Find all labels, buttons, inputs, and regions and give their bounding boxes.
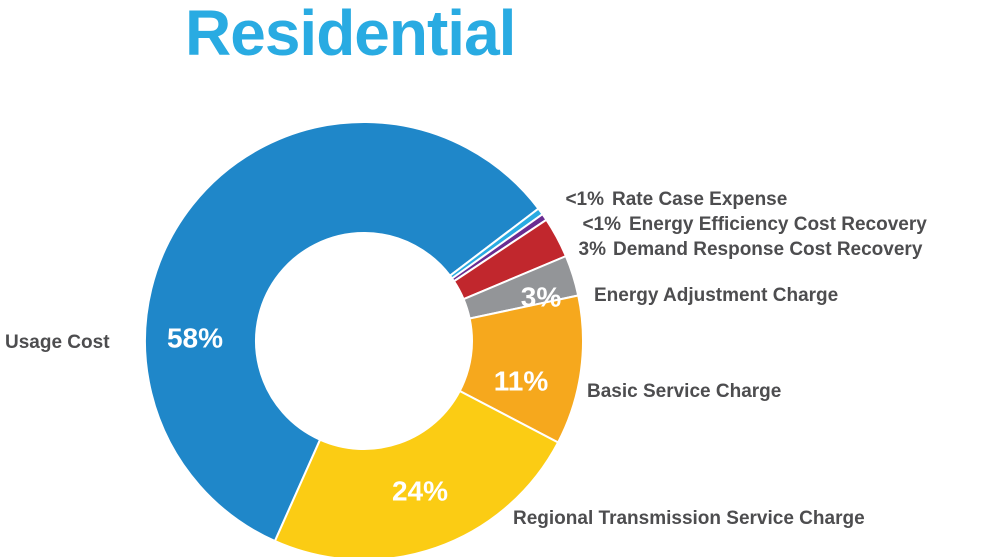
value-label: <1% xyxy=(565,189,604,210)
value-label: 58% xyxy=(167,322,223,353)
value-label: 3% xyxy=(521,281,562,312)
slice-name: Energy Efficiency Cost Recovery xyxy=(629,214,927,235)
slice-name: Energy Adjustment Charge xyxy=(594,285,838,306)
slice-name: Basic Service Charge xyxy=(587,381,781,402)
value-label: 11% xyxy=(494,365,549,396)
slice-name: Usage Cost xyxy=(5,332,110,353)
value-label: 24% xyxy=(392,475,448,506)
donut-slice xyxy=(144,121,540,543)
chart-title: Residential xyxy=(185,0,515,69)
slice-name: Demand Response Cost Recovery xyxy=(613,239,923,260)
value-label: <1% xyxy=(582,214,621,235)
donut-slice xyxy=(273,389,560,557)
slice-name: Rate Case Expense xyxy=(612,189,787,210)
value-label: 3% xyxy=(579,239,607,260)
slice-name: Regional Transmission Service Charge xyxy=(513,508,865,529)
